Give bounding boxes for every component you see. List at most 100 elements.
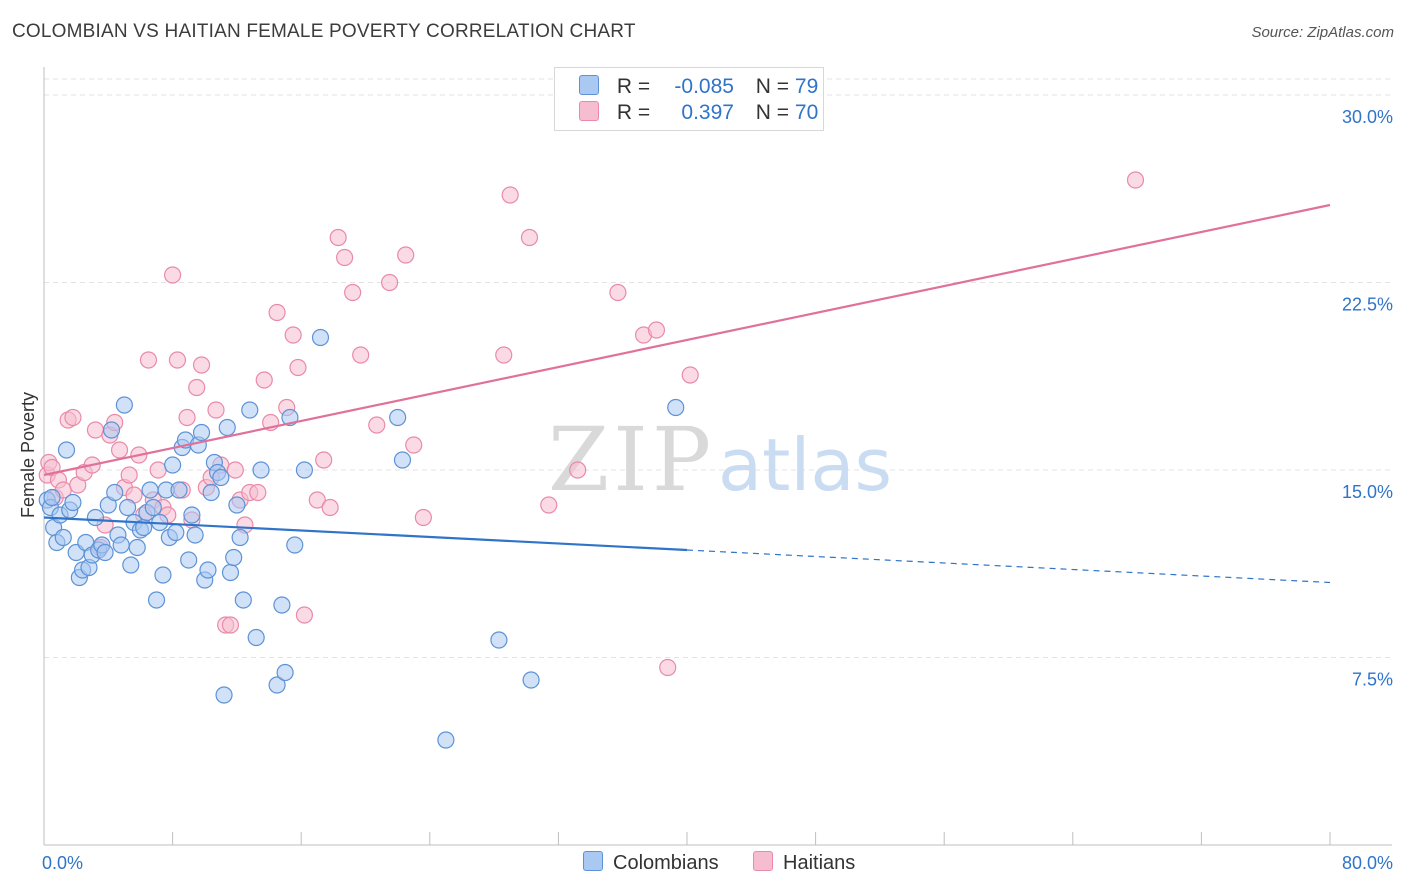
colombians-point <box>522 671 540 689</box>
colombians-point <box>54 528 72 547</box>
colombians-legend-label: Colombians <box>613 852 719 874</box>
colombians-point <box>490 631 508 649</box>
correlation-legend: R = -0.085 N = 79 R = 0.397 N = 70 <box>554 67 824 131</box>
haitians-point <box>647 321 666 339</box>
haitians-point <box>495 346 513 364</box>
haitians-point <box>501 186 519 204</box>
colombians-series <box>38 328 685 749</box>
haitians-point <box>540 496 558 514</box>
haitians-point <box>86 421 105 439</box>
colombians-trend-extension <box>686 549 1331 584</box>
colombians-point <box>144 498 162 517</box>
haitians-point <box>344 283 362 302</box>
haitians-point <box>192 356 211 374</box>
haitians-legend-swatch <box>753 851 773 871</box>
haitians-point <box>315 451 333 469</box>
series-legend-haitians: Haitians <box>753 851 855 875</box>
source-note: Source: ZipAtlas.com <box>1251 24 1394 41</box>
colombians-point <box>437 731 455 749</box>
colombians-point <box>141 481 159 499</box>
colombians-point <box>64 493 82 512</box>
haitians-point <box>381 273 399 292</box>
y-tick-label: 30.0% <box>1342 107 1393 127</box>
watermark-zip: ZIP <box>548 408 715 511</box>
grid-layer <box>44 78 1392 658</box>
colombians-point <box>183 506 201 524</box>
colombians-point <box>102 421 121 439</box>
legend-r-value: 0.397 <box>675 101 734 124</box>
colombians-point <box>295 461 314 479</box>
colombians-point <box>186 526 204 544</box>
colombians-point <box>164 456 182 474</box>
colombians-point <box>122 556 140 574</box>
colombians-point <box>180 551 198 569</box>
colombians-point <box>389 408 407 427</box>
haitians-point <box>520 228 539 247</box>
colombians-point <box>225 548 243 567</box>
colombians-point <box>231 528 249 547</box>
haitians-point <box>268 303 286 322</box>
colombians-point <box>199 561 217 579</box>
y-axis-label: Female Poverty <box>18 392 38 518</box>
haitians-point <box>295 606 314 624</box>
haitians-point <box>289 358 307 377</box>
colombians-point <box>118 498 137 517</box>
y-tick-label: 22.5% <box>1342 295 1393 315</box>
haitians-point <box>321 498 339 517</box>
colombians-point <box>128 538 146 557</box>
haitians-trend-line <box>43 203 1331 477</box>
haitians-point <box>188 378 206 397</box>
x-tick-label: 0.0% <box>42 853 83 873</box>
haitians-point <box>336 248 354 267</box>
colombians-point <box>667 398 685 417</box>
colombians-point <box>154 566 172 584</box>
haitians-series <box>38 171 1145 677</box>
haitians-point <box>164 266 182 284</box>
colombians-point <box>106 483 124 502</box>
haitians-point <box>569 461 587 479</box>
haitians-point <box>168 351 187 369</box>
haitians-point <box>352 346 370 364</box>
colombians-point <box>268 676 286 694</box>
colombians-point <box>202 483 220 502</box>
haitians-point <box>609 283 627 302</box>
colombians-point <box>167 523 185 542</box>
colombians-point <box>234 591 252 609</box>
haitians-point <box>397 246 415 264</box>
haitians-point <box>139 351 158 369</box>
haitians-point <box>110 441 129 459</box>
haitians-point <box>149 461 167 479</box>
haitians-point <box>64 408 82 427</box>
haitians-swatch <box>579 101 599 121</box>
x-tick-label: 80.0% <box>1342 853 1393 873</box>
colombians-point <box>241 401 259 419</box>
haitians-legend-label: Haitians <box>783 852 856 874</box>
haitians-point <box>178 408 196 427</box>
colombians-point <box>247 628 265 647</box>
colombians-legend-swatch <box>583 851 603 871</box>
legend-n-value: 79 <box>794 75 819 98</box>
legend-n-value: 70 <box>794 101 819 124</box>
haitians-point <box>207 401 225 419</box>
colombians-point <box>228 496 246 514</box>
colombians-point <box>192 423 211 442</box>
haitians-point <box>221 616 240 634</box>
watermark-atlas: atlas <box>718 423 892 507</box>
trend-layer <box>43 203 1331 584</box>
legend-row-colombians: R = -0.085 N = 79 <box>579 75 818 99</box>
colombians-swatch <box>579 75 599 95</box>
colombians-point <box>86 508 105 527</box>
colombians-point <box>215 686 233 704</box>
legend-n-label: N = <box>755 101 790 124</box>
colombians-point <box>115 396 133 414</box>
haitians-point <box>414 508 432 527</box>
haitians-point <box>329 228 347 247</box>
colombians-point <box>273 596 291 614</box>
haitians-point <box>405 436 423 454</box>
colombians-point <box>57 441 76 459</box>
colombians-point <box>147 591 166 609</box>
chart-title: COLOMBIAN VS HAITIAN FEMALE POVERTY CORR… <box>12 21 636 42</box>
legend-r-label: R = <box>616 101 651 124</box>
legend-r-value: -0.085 <box>674 75 734 98</box>
